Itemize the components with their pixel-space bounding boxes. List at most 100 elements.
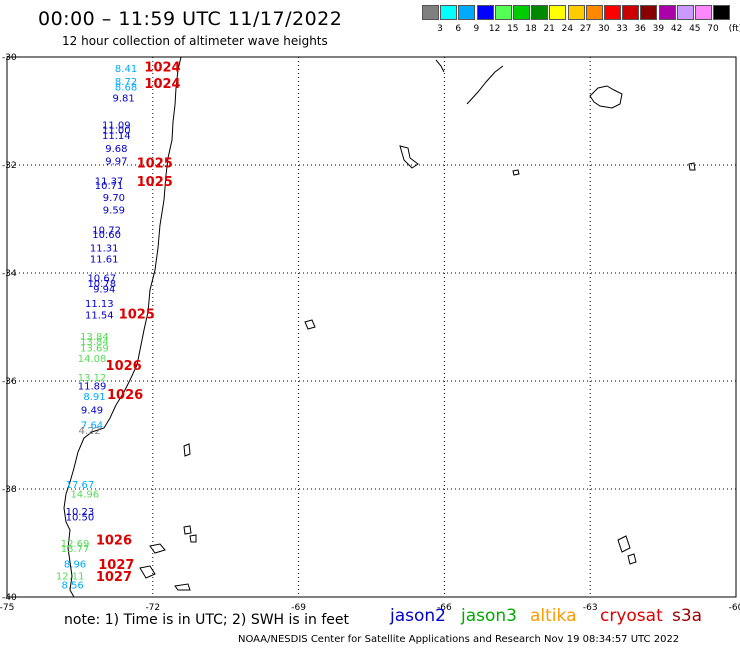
wave-height-label: 10.67 — [87, 274, 116, 285]
scale-swatch — [494, 5, 512, 20]
island — [149, 543, 166, 554]
wave-height-label: 11.14 — [102, 131, 131, 142]
wave-height-label: 11.54 — [85, 310, 114, 321]
map-frame — [6, 56, 737, 598]
wave-height-label: 11.13 — [85, 299, 114, 310]
lon-tick-label: -60 — [729, 603, 740, 613]
scale-swatch — [676, 5, 694, 20]
scale-swatch — [531, 5, 549, 20]
wave-height-label: 11.89 — [78, 382, 107, 393]
island — [183, 525, 192, 535]
legend-jason3: jason3 — [461, 606, 517, 626]
scale-label: 27 — [579, 24, 592, 34]
wave-height-label: 13.69 — [80, 343, 109, 354]
coastline-segment — [435, 59, 445, 73]
scale-swatch — [440, 5, 458, 20]
scale-label: 3 — [437, 24, 443, 34]
island — [399, 145, 419, 169]
island — [512, 169, 520, 176]
pressure-label: 1024 — [144, 77, 180, 92]
legend-altika: altika — [530, 606, 577, 626]
island — [174, 583, 191, 591]
scale-swatch — [513, 5, 530, 20]
wave-height-label: 12.69 — [61, 539, 90, 550]
scale-swatch — [476, 5, 494, 20]
wave-height-label: 11.37 — [95, 176, 124, 187]
lon-tick-label: -69 — [291, 603, 306, 613]
wave-height-label: 9.49 — [81, 405, 103, 416]
scale-label: 18 — [525, 24, 537, 34]
scale-swatch — [585, 5, 603, 20]
island — [617, 535, 631, 553]
scale-label: 21 — [543, 24, 555, 34]
wave-height-label: 9.81 — [113, 93, 135, 104]
wave-height-label: 14.96 — [70, 490, 99, 501]
wave-height-label: 12.11 — [56, 572, 85, 583]
wave-height-label: 9.68 — [105, 144, 127, 155]
map-title: 00:00 – 11:59 UTC 11/17/2022 — [38, 8, 343, 30]
wave-height-label: 8.56 — [61, 580, 83, 591]
wave-height-label: 13.84 — [80, 337, 109, 348]
lat-tick-label: -30 — [2, 53, 17, 63]
wave-height-label: 7.64 — [81, 421, 103, 432]
wave-height-label: 8.72 — [115, 77, 137, 88]
lon-tick-label: -66 — [437, 603, 452, 613]
scale-swatch — [695, 5, 712, 20]
scale-swatch — [604, 5, 621, 20]
scale-label: 24 — [561, 24, 574, 34]
wave-height-label: 17.67 — [66, 480, 95, 491]
pressure-label: 1024 — [144, 61, 180, 76]
scale-label: 15 — [507, 24, 519, 34]
pressure-label: 1025 — [137, 157, 173, 172]
lat-tick-label: -32 — [2, 161, 17, 171]
lon-tick-label: -75 — [0, 603, 14, 613]
wave-height-label: 14.08 — [78, 354, 107, 365]
scale-label: 42 — [670, 24, 683, 34]
scale-label: 33 — [616, 24, 628, 34]
island — [304, 319, 316, 330]
lat-tick-label: -36 — [2, 377, 17, 387]
wave-height-label: 10.60 — [92, 230, 121, 241]
wave-height-label: 9.97 — [105, 156, 127, 167]
pressure-label: 1026 — [106, 359, 142, 374]
scale-label: 6 — [455, 24, 462, 34]
pressure-label: 1026 — [107, 388, 143, 403]
scale-label: 9 — [473, 24, 480, 34]
scale-swatch — [713, 5, 731, 20]
wave-height-label: 13.77 — [61, 544, 90, 555]
legend-cryosat: cryosat — [600, 606, 663, 626]
wave-height-label: 9.70 — [103, 193, 125, 204]
legend-jason2: jason2 — [390, 606, 446, 626]
scale-swatch — [567, 5, 585, 20]
wave-height-label: 8.68 — [115, 82, 137, 93]
wave-height-label: 13.12 — [78, 373, 107, 384]
scale-swatch — [640, 5, 658, 20]
scale-swatch — [622, 5, 640, 20]
legend-s3a: s3a — [672, 606, 703, 626]
island — [627, 553, 637, 565]
scale-label: 12 — [488, 24, 501, 34]
pressure-label: 1025 — [137, 175, 173, 190]
lon-tick-label: -63 — [583, 603, 598, 613]
island — [688, 162, 696, 171]
wave-height-label: 9.94 — [93, 284, 115, 295]
wave-height-label: 10.72 — [92, 226, 121, 237]
coastline-segment — [466, 65, 504, 105]
wave-height-label: 10.23 — [66, 507, 95, 518]
lat-tick-label: -38 — [2, 485, 17, 495]
scale-label: 36 — [634, 24, 646, 34]
scale-label: 70 — [707, 24, 719, 34]
footer-credit: NOAA/NESDIS Center for Satellite Applica… — [238, 634, 680, 645]
scale-label: 30 — [598, 24, 610, 34]
scale-label: 39 — [652, 24, 665, 34]
island — [183, 443, 191, 457]
pressure-label: 1027 — [96, 570, 132, 585]
wave-height-label: 11.00 — [102, 126, 131, 137]
wave-height-label: 4.22 — [78, 426, 100, 437]
wave-height-label: 10.50 — [66, 512, 95, 523]
pressure-label: 1025 — [119, 307, 155, 322]
wave-height-label: 10.71 — [95, 181, 124, 192]
wave-height-label: 11.61 — [90, 255, 119, 266]
scale-swatch — [658, 5, 676, 20]
